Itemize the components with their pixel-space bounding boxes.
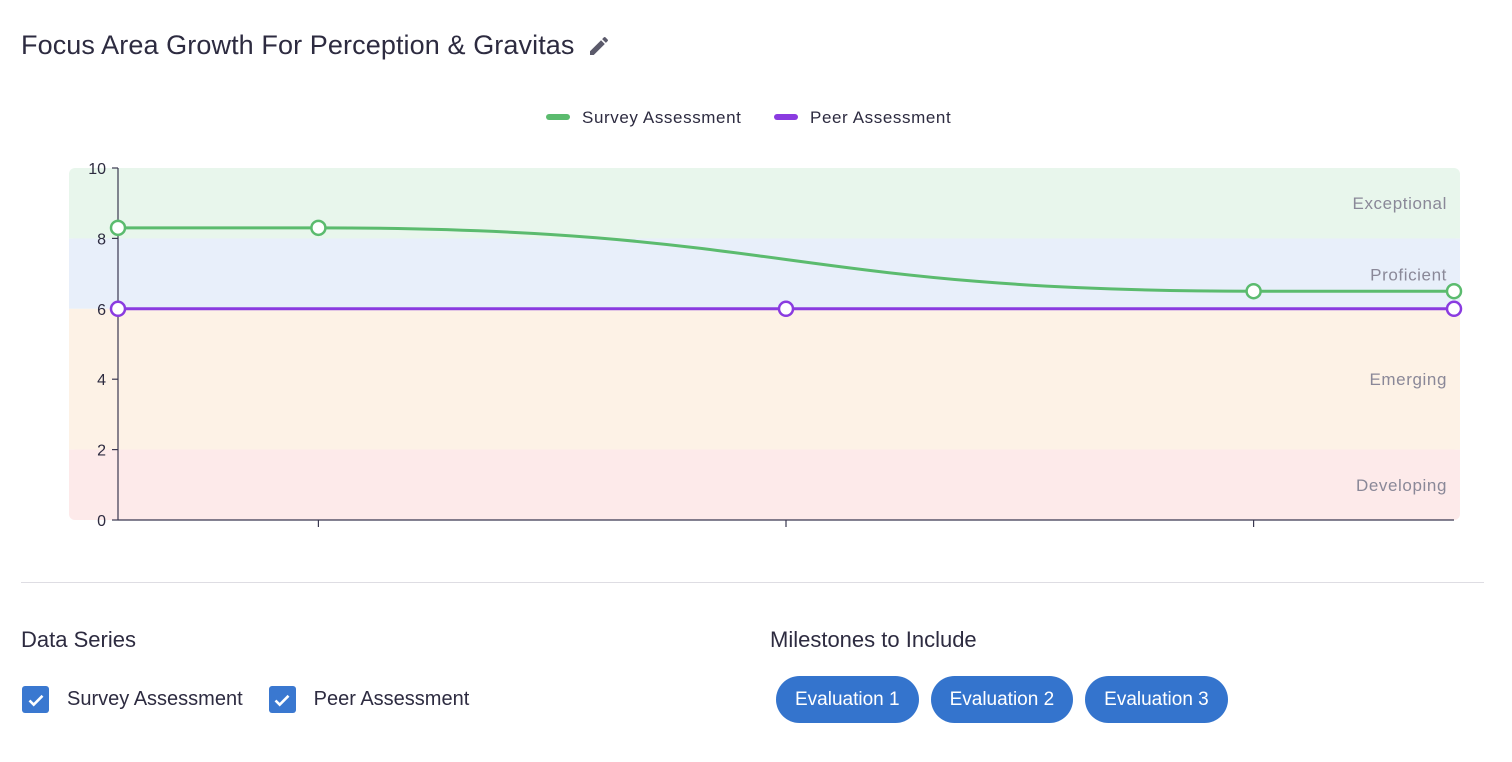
chart-title: Focus Area Growth For Perception & Gravi…: [21, 30, 575, 60]
pencil-icon[interactable]: [587, 34, 611, 58]
peer-assessment-label: Peer Assessment: [313, 688, 470, 710]
chip-evaluation-3[interactable]: Evaluation 3: [1085, 676, 1228, 723]
y-tick-label-4: 4: [97, 372, 106, 389]
peer-assessment-point-2: [777, 300, 795, 318]
checkbox-checked-icon[interactable]: [268, 686, 296, 713]
band-fill-developing: [69, 449, 1460, 510]
survey-assessment-toggle[interactable]: Survey Assessment: [22, 686, 243, 713]
y-tick-label-8: 8: [97, 231, 106, 248]
milestone-chips: Evaluation 1 Evaluation 2 Evaluation 3: [776, 676, 1228, 723]
band-label-proficient: Proficient: [1370, 265, 1447, 284]
peer-assessment-toggle[interactable]: Peer Assessment: [268, 686, 470, 713]
survey-assessment-point-2: [310, 219, 327, 237]
legend-swatch-peer-assessment: [774, 114, 798, 120]
band-emerging: [69, 308, 1460, 450]
band-label-emerging: Emerging: [1369, 370, 1447, 389]
survey-assessment-label: Survey Assessment: [67, 688, 243, 710]
survey-assessment-point-3: [1245, 282, 1262, 300]
series-toggles: Survey Assessment Peer Assessment: [22, 686, 495, 713]
y-tick-label-10: 10: [88, 161, 106, 178]
survey-assessment-point-1: [109, 219, 127, 237]
chip-evaluation-1[interactable]: Evaluation 1: [776, 676, 919, 723]
y-tick-label-2: 2: [97, 443, 106, 460]
line-chart: Exceptional Proficient Emerging Developing 0…: [69, 108, 1463, 530]
divider: [21, 582, 1484, 583]
peer-assessment-point-1: [109, 300, 127, 318]
milestones-title: Milestones to Include: [770, 627, 977, 652]
survey-assessment-point-4: [1445, 282, 1463, 300]
chip-evaluation-2[interactable]: Evaluation 2: [930, 676, 1074, 723]
peer-assessment-point-3: [1445, 300, 1463, 318]
band-proficient: [69, 238, 1460, 309]
checkbox-checked-icon[interactable]: [22, 686, 49, 713]
data-series-title: Data Series: [21, 627, 136, 652]
legend-label-peer-assessment: Peer Assessment: [810, 108, 951, 127]
legend-swatch-survey-assessment: [546, 114, 570, 120]
title-row: Focus Area Growth For Perception & Gravi…: [21, 30, 611, 61]
y-tick-label-6: 6: [97, 302, 106, 319]
y-tick-label-0: 0: [97, 513, 106, 530]
band-label-exceptional: Exceptional: [1353, 194, 1448, 213]
legend-label-survey-assessment: Survey Assessment: [582, 108, 741, 127]
band-label-developing: Developing: [1356, 476, 1447, 495]
survey-assessment-line: [117, 226, 1454, 293]
